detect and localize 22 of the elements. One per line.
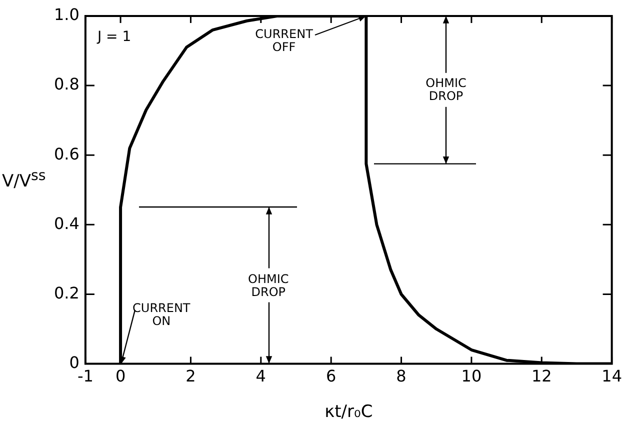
y-tick-label: 0.6 (54, 144, 80, 164)
x-tick-label: 0 (115, 366, 126, 386)
y-tick-label: 0.4 (54, 214, 80, 233)
x-tick-label: 12 (531, 366, 552, 386)
x-tick-label: 8 (396, 366, 406, 386)
y-tick-label: 0.2 (54, 283, 80, 302)
x-tick-label: 14 (602, 366, 622, 386)
x-tick-label: -1 (77, 366, 94, 386)
x-tick-label: 2 (186, 366, 196, 386)
x-axis-title: κt/r₀C (324, 402, 374, 422)
y-tick-label: 0 (69, 352, 80, 372)
x-tick-label: 6 (326, 366, 336, 386)
y-tick-label: 1.0 (54, 5, 80, 24)
annotation: CURRENT ON (132, 300, 190, 328)
x-tick-label: 4 (256, 366, 266, 386)
annotation: OHMIC DROP (248, 272, 289, 299)
annotation: OHMIC DROP (426, 76, 466, 104)
y-axis-title: V/V$^{ss}$ (1, 168, 47, 192)
annotation: CURRENT OFF (255, 27, 313, 54)
x-tick-label: 10 (461, 366, 482, 386)
annotation: J = 1 (97, 29, 132, 46)
y-tick-label: 0.8 (54, 74, 80, 94)
